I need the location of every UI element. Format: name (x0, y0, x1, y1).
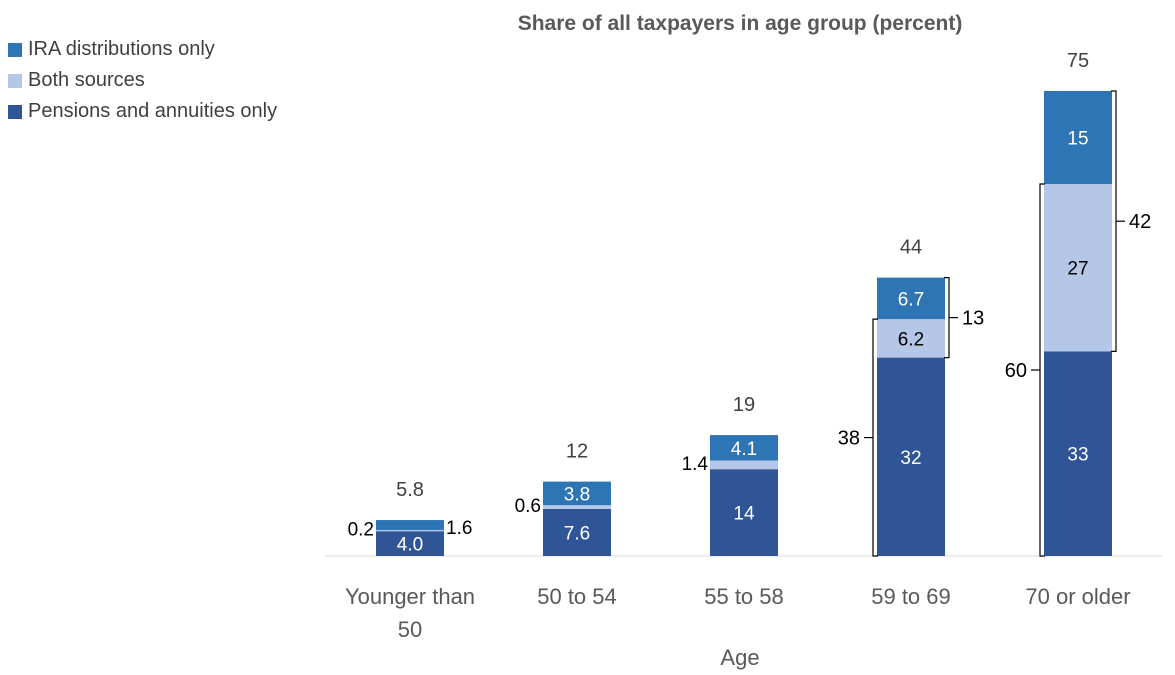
segment-label: 32 (900, 448, 921, 469)
bracket-label: 60 (1005, 360, 1027, 382)
segment-label: 1.4 (682, 454, 709, 475)
bar-segment (543, 481, 611, 506)
bar-segment (376, 520, 444, 530)
x-tick-label: Younger than 50 (345, 584, 475, 642)
segment-label: 4.0 (397, 535, 423, 556)
bar-segment (376, 531, 444, 556)
bar-segment (877, 319, 945, 358)
legend-item-ira: IRA distributions only (8, 34, 277, 65)
segment-label: 1.6 (446, 518, 472, 539)
segment-label: 3.8 (564, 484, 590, 505)
bar-segment (877, 357, 945, 556)
segment-label: 27 (1067, 259, 1088, 280)
total-label: 44 (900, 237, 922, 259)
total-label: 19 (733, 394, 755, 416)
bracket-label: 42 (1129, 211, 1151, 233)
legend-item-both: Both sources (8, 65, 277, 96)
bar-segment (877, 277, 945, 320)
x-tick-label: 70 or older (1025, 584, 1130, 609)
legend: IRA distributions only Both sources Pens… (8, 34, 277, 127)
legend-label-both: Both sources (28, 69, 145, 91)
total-label: 75 (1067, 50, 1089, 72)
bar-segment (376, 529, 444, 532)
legend-label-ira: IRA distributions only (28, 38, 215, 60)
segment-label: 0.6 (515, 496, 541, 517)
bar-segment (1044, 184, 1112, 352)
segment-label: 14 (733, 504, 755, 525)
x-axis-label: Age (720, 645, 760, 670)
x-tick-label: 50 to 54 (537, 584, 617, 609)
total-label: 5.8 (396, 479, 424, 501)
bar-segment (543, 508, 611, 556)
bar-segment (1044, 351, 1112, 556)
bracket-label: 13 (962, 308, 984, 330)
total-label: 12 (566, 441, 588, 463)
segment-label: 6.2 (898, 329, 924, 350)
bar-segment (1044, 91, 1112, 184)
legend-item-pensions: Pensions and annuities only (8, 96, 277, 127)
legend-swatch-pensions (8, 104, 22, 119)
bar-segment (710, 460, 778, 470)
segment-label: 0.2 (348, 520, 374, 541)
segment-label: 33 (1067, 445, 1088, 466)
legend-swatch-ira (8, 42, 22, 57)
segment-label: 15 (1067, 129, 1088, 150)
segment-label: 6.7 (898, 289, 924, 310)
bracket-label: 38 (838, 428, 860, 450)
legend-swatch-both (8, 73, 22, 88)
x-tick-label: 55 to 58 (704, 584, 784, 609)
x-tick-label: 59 to 69 (871, 584, 951, 609)
segment-label: 4.1 (731, 439, 757, 460)
bar-segment (543, 505, 611, 509)
bar-segment (710, 469, 778, 556)
legend-label-pensions: Pensions and annuities only (28, 100, 278, 122)
bar-segment (710, 435, 778, 461)
segment-label: 7.6 (564, 523, 590, 544)
chart-title: Share of all taxpayers in age group (per… (517, 12, 963, 35)
